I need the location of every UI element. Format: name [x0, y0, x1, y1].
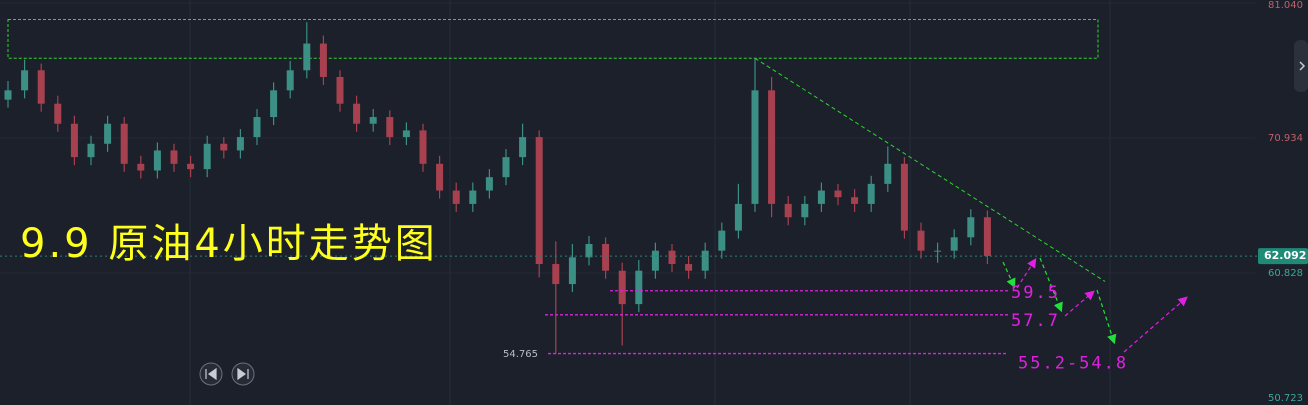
- candle-body: [336, 76, 344, 104]
- candle-body: [54, 103, 62, 124]
- candle-body: [319, 43, 327, 77]
- candle-body: [485, 177, 493, 191]
- y-tick-label: 50.723: [1268, 393, 1303, 404]
- trendline: [754, 57, 1106, 282]
- candle-body: [751, 90, 759, 204]
- candle-body: [187, 163, 195, 170]
- candle-body: [784, 203, 792, 218]
- candle-body: [137, 163, 145, 171]
- candle-body: [369, 117, 377, 124]
- low-label: 54.765: [503, 349, 538, 360]
- y-tick-label: 81.040: [1268, 0, 1303, 11]
- level-label: 55.2-54.8: [1018, 354, 1128, 374]
- last-price-badge: [1258, 248, 1308, 265]
- candle-body: [170, 150, 178, 164]
- candle-body: [37, 70, 45, 104]
- candle-body: [851, 197, 859, 204]
- candle-body: [884, 163, 892, 184]
- level-label: 57.7: [1011, 311, 1060, 331]
- candle-body: [452, 190, 460, 204]
- candle-body: [768, 90, 776, 204]
- candle-body: [867, 183, 875, 204]
- candle-body: [900, 163, 908, 231]
- candle-body: [834, 190, 842, 198]
- y-tick-label: 70.934: [1268, 133, 1303, 144]
- candle-body: [685, 264, 693, 271]
- candle-body: [4, 90, 12, 100]
- candle-body: [153, 150, 161, 171]
- candle-body: [718, 230, 726, 251]
- scroll-right-button[interactable]: [231, 362, 255, 386]
- vertical-grid: [189, 0, 1111, 405]
- candle-body: [402, 130, 410, 138]
- resistance-zone: [7, 19, 1099, 59]
- candle-body: [552, 264, 560, 285]
- last-price-label: 62.092: [1264, 249, 1306, 262]
- nav-buttons: [199, 362, 255, 386]
- expand-button[interactable]: [1294, 40, 1308, 92]
- candle-body: [817, 190, 825, 204]
- candle-body: [220, 143, 228, 151]
- y-tick-label: 60.828: [1268, 268, 1303, 279]
- candle-body: [519, 137, 527, 158]
- candle-body: [386, 117, 394, 138]
- candle-body: [419, 130, 427, 164]
- candle-body: [236, 137, 244, 151]
- candle-body: [286, 70, 294, 91]
- candle-body: [469, 190, 477, 204]
- level-label: 59.5: [1011, 283, 1060, 303]
- candle-body: [801, 203, 809, 218]
- candle-body: [917, 230, 925, 251]
- candle-body: [353, 103, 361, 124]
- candle-body: [502, 157, 510, 178]
- candle-body: [70, 123, 78, 158]
- candle-body: [734, 203, 742, 231]
- forecast-arrows: [1002, 257, 1188, 353]
- candle-body: [104, 123, 112, 144]
- candle-body: [585, 243, 593, 258]
- candle-body: [436, 163, 444, 191]
- candle-body: [602, 243, 610, 271]
- chart-title: 9.9 原油4小时走势图: [20, 221, 438, 267]
- candle-body: [87, 143, 95, 158]
- candle-body: [253, 117, 261, 138]
- candle-body: [618, 270, 626, 305]
- candle-body: [203, 143, 211, 170]
- candle-body: [701, 250, 709, 271]
- scroll-left-button[interactable]: [199, 362, 223, 386]
- candle-body: [270, 90, 278, 118]
- candle-body: [568, 257, 576, 285]
- candle-body: [21, 70, 29, 91]
- candle-body: [120, 123, 128, 164]
- candle-body: [651, 250, 659, 271]
- candle-body: [983, 217, 991, 257]
- candle-body: [950, 237, 958, 251]
- candle-body: [668, 250, 676, 265]
- candle-body: [303, 43, 311, 71]
- candle-body: [934, 250, 942, 252]
- candle-body: [535, 137, 543, 265]
- candle-body: [967, 217, 975, 238]
- candle-body: [635, 270, 643, 305]
